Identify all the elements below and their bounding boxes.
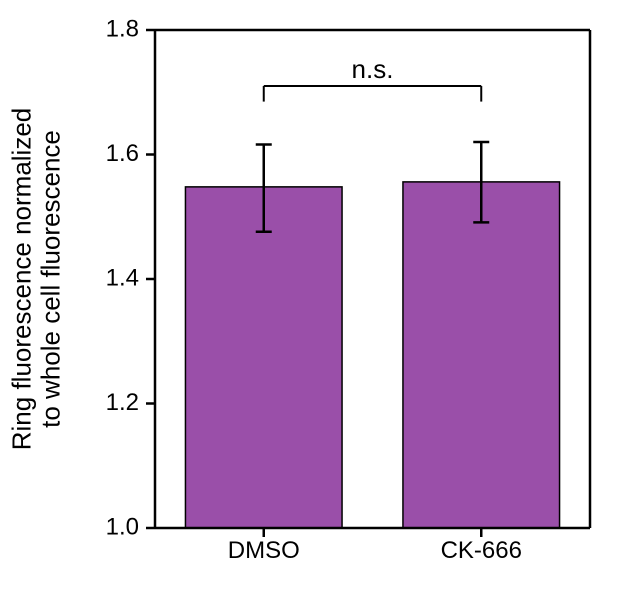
bar-chart: n.s. 1.0 1.2 1.4 1.6 1.8 DMSO CK-666 Ring fluore… [0, 0, 628, 596]
y-tick-label: 1.2 [106, 389, 139, 416]
chart-container: n.s. 1.0 1.2 1.4 1.6 1.8 DMSO CK-666 Ring fluore… [0, 0, 628, 596]
x-tick-label: DMSO [228, 537, 300, 564]
significance-label: n.s. [352, 54, 394, 84]
bar [403, 182, 560, 528]
x-tick-label: CK-666 [441, 537, 522, 564]
y-tick-label: 1.0 [106, 513, 139, 540]
y-tick-label: 1.6 [106, 140, 139, 167]
y-axis-label: Ring fluorescence normalizedto whole cel… [7, 108, 66, 451]
bar [185, 187, 342, 528]
y-tick-label: 1.8 [106, 15, 139, 42]
y-tick-label: 1.4 [106, 264, 139, 291]
